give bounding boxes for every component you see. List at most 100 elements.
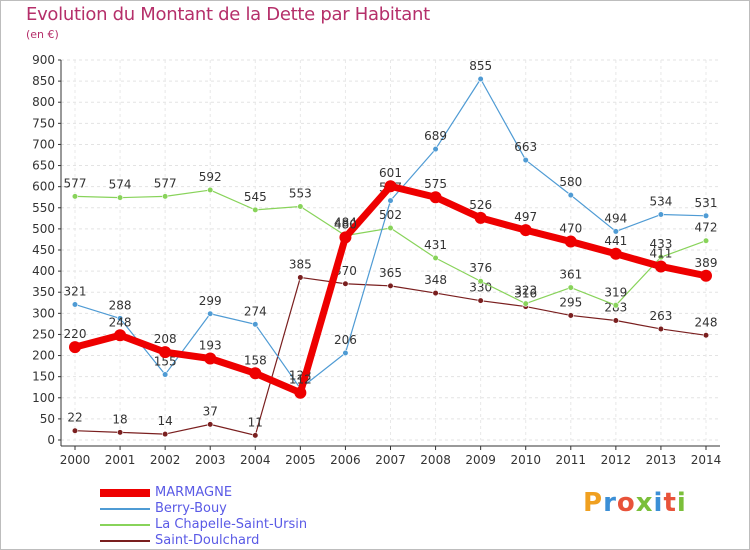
data-point-la-chapelle-saint-ursin xyxy=(387,224,394,232)
x-tick-label: 2012 xyxy=(601,453,632,467)
data-point-saint-doulchard xyxy=(387,282,394,289)
data-point-saint-doulchard xyxy=(612,317,619,324)
data-point-la-chapelle-saint-ursin xyxy=(477,278,484,285)
logo-letter: P xyxy=(583,488,604,518)
y-tick-label: 50 xyxy=(40,412,55,426)
data-label-berry-bouy: 288 xyxy=(109,298,132,312)
data-label-marmagne: 497 xyxy=(514,210,537,224)
logo-letter: i xyxy=(676,488,687,518)
data-label-marmagne: 389 xyxy=(695,256,718,270)
data-point-saint-doulchard xyxy=(207,421,214,428)
data-point-la-chapelle-saint-ursin xyxy=(522,300,529,307)
data-label-saint-doulchard: 385 xyxy=(289,257,312,271)
legend-label: MARMAGNE xyxy=(155,485,233,500)
data-label-la-chapelle-saint-ursin: 433 xyxy=(649,237,672,251)
data-label-la-chapelle-saint-ursin: 323 xyxy=(514,284,537,298)
x-tick-label: 2014 xyxy=(691,453,722,467)
data-point-la-chapelle-saint-ursin xyxy=(297,203,304,210)
y-tick-label: 700 xyxy=(32,137,55,151)
data-point-saint-doulchard xyxy=(162,430,169,438)
data-label-saint-doulchard: 295 xyxy=(559,295,582,309)
data-point-la-chapelle-saint-ursin xyxy=(702,237,710,244)
y-tick-label: 100 xyxy=(32,391,55,405)
x-tick-label: 2001 xyxy=(105,453,136,467)
data-point-saint-doulchard xyxy=(71,427,79,434)
x-tick-label: 2008 xyxy=(420,453,451,467)
y-tick-label: 200 xyxy=(32,349,55,363)
x-tick-label: 2000 xyxy=(60,453,91,467)
data-point-marmagne xyxy=(204,352,217,365)
data-point-la-chapelle-saint-ursin xyxy=(657,254,665,261)
data-label-marmagne: 158 xyxy=(244,353,267,367)
y-tick-label: 650 xyxy=(32,159,55,173)
data-point-marmagne xyxy=(474,211,487,224)
data-label-la-chapelle-saint-ursin: 361 xyxy=(559,268,582,282)
x-tick-label: 2004 xyxy=(240,453,271,467)
proxiti-logo: Proxiti xyxy=(583,488,687,518)
data-point-berry-bouy xyxy=(116,315,124,322)
x-tick-label: 2010 xyxy=(510,453,541,467)
data-label-berry-bouy: 855 xyxy=(469,59,492,73)
data-label-marmagne: 112 xyxy=(289,373,312,387)
x-tick-label: 2009 xyxy=(465,453,496,467)
data-label-saint-doulchard: 11 xyxy=(248,415,263,429)
data-point-la-chapelle-saint-ursin xyxy=(162,193,169,200)
data-label-saint-doulchard: 348 xyxy=(424,273,447,287)
y-tick-label: 400 xyxy=(32,264,55,278)
data-label-la-chapelle-saint-ursin: 431 xyxy=(424,238,447,252)
data-label-marmagne: 601 xyxy=(379,166,402,180)
data-point-berry-bouy xyxy=(432,145,439,153)
data-point-la-chapelle-saint-ursin xyxy=(612,302,619,309)
data-label-marmagne: 208 xyxy=(154,332,177,346)
data-point-la-chapelle-saint-ursin xyxy=(116,194,124,201)
logo-letter: r xyxy=(603,488,617,518)
data-label-berry-bouy: 663 xyxy=(514,140,537,154)
legend-label: La Chapelle-Saint-Ursin xyxy=(155,517,308,532)
data-point-marmagne xyxy=(69,341,81,354)
data-point-berry-bouy xyxy=(702,212,710,219)
data-label-la-chapelle-saint-ursin: 472 xyxy=(695,221,718,235)
data-label-marmagne: 411 xyxy=(649,246,672,260)
legend-swatch xyxy=(100,540,150,542)
data-label-berry-bouy: 580 xyxy=(559,175,582,189)
data-label-saint-doulchard: 22 xyxy=(67,411,82,425)
logo-letter: t xyxy=(663,488,677,518)
x-tick-label: 2006 xyxy=(330,453,361,467)
data-label-la-chapelle-saint-ursin: 319 xyxy=(604,285,627,299)
data-label-berry-bouy: 321 xyxy=(64,284,87,298)
data-label-berry-bouy: 531 xyxy=(695,196,718,210)
data-label-berry-bouy: 689 xyxy=(424,129,447,143)
data-point-marmagne xyxy=(384,180,397,193)
data-label-la-chapelle-saint-ursin: 577 xyxy=(154,176,177,190)
data-point-la-chapelle-saint-ursin xyxy=(71,193,79,200)
data-label-la-chapelle-saint-ursin: 574 xyxy=(109,178,132,192)
data-point-saint-doulchard xyxy=(702,332,710,339)
data-label-saint-doulchard: 263 xyxy=(649,309,672,323)
data-label-marmagne: 526 xyxy=(469,198,492,212)
data-label-la-chapelle-saint-ursin: 502 xyxy=(379,208,402,222)
x-tick-label: 2007 xyxy=(375,453,406,467)
data-label-saint-doulchard: 37 xyxy=(203,404,218,418)
data-point-berry-bouy xyxy=(657,211,665,218)
chart-title: Evolution du Montant de la Dette par Hab… xyxy=(26,4,430,25)
data-point-marmagne xyxy=(249,367,262,380)
legend-label: Saint-Doulchard xyxy=(155,533,260,548)
x-tick-label: 2002 xyxy=(150,453,181,467)
data-label-marmagne: 441 xyxy=(604,234,627,248)
data-point-marmagne xyxy=(339,231,352,244)
data-point-berry-bouy xyxy=(612,228,619,235)
data-point-berry-bouy xyxy=(387,197,394,204)
y-tick-label: 150 xyxy=(32,370,55,384)
legend-swatch xyxy=(100,524,150,526)
x-tick-label: 2013 xyxy=(646,453,677,467)
data-label-marmagne: 220 xyxy=(64,327,87,341)
data-label-la-chapelle-saint-ursin: 577 xyxy=(64,176,87,190)
data-point-saint-doulchard xyxy=(116,429,124,436)
data-point-berry-bouy xyxy=(71,301,79,308)
data-label-marmagne: 248 xyxy=(109,315,132,329)
data-label-saint-doulchard: 248 xyxy=(695,315,718,329)
data-point-berry-bouy xyxy=(522,156,529,164)
data-point-marmagne xyxy=(159,346,172,359)
y-tick-label: 300 xyxy=(32,306,55,320)
